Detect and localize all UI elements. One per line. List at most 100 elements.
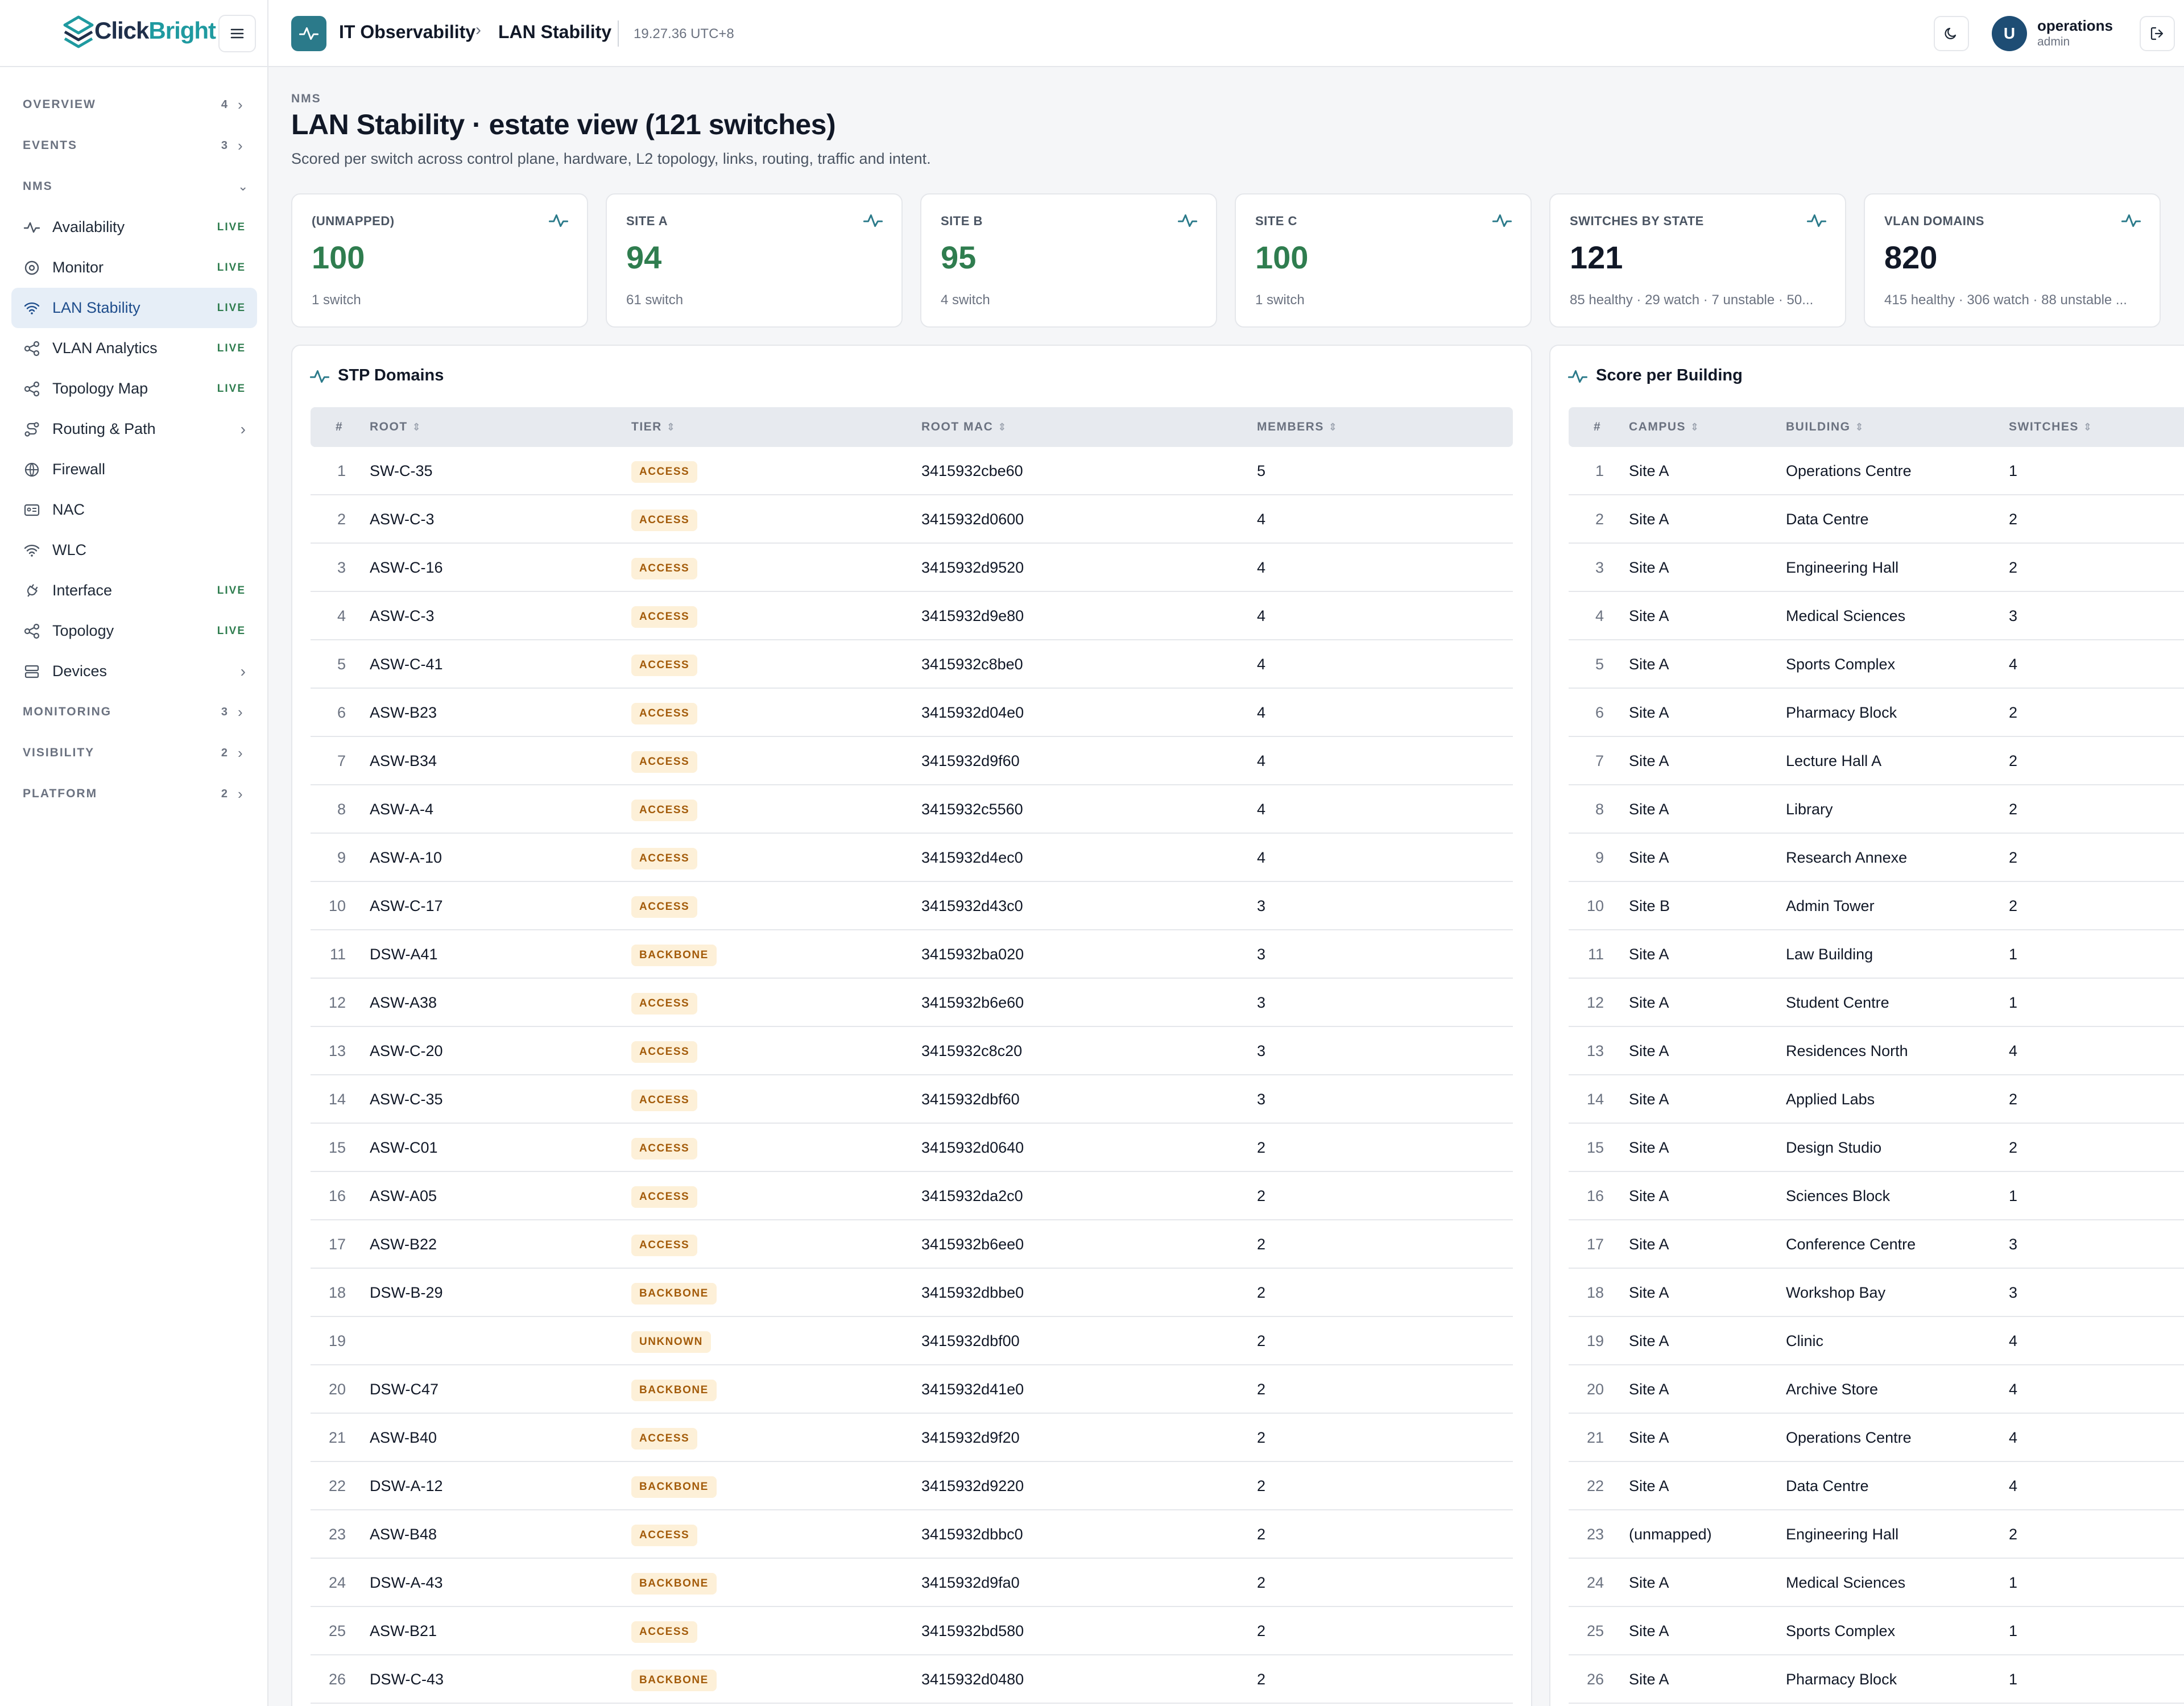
- table-row[interactable]: 11 Site A Law Building 1: [1569, 930, 2184, 979]
- table-row[interactable]: 5 Site A Sports Complex 4: [1569, 640, 2184, 689]
- table-row[interactable]: 16 ASW-A05 ACCESS 3415932da2c0 2: [311, 1172, 1513, 1220]
- table-row[interactable]: 12 ASW-A38 ACCESS 3415932b6e60 3: [311, 979, 1513, 1027]
- table-row[interactable]: 16 Site A Sciences Block 1: [1569, 1172, 2184, 1220]
- table-row[interactable]: 15 ASW-C01 ACCESS 3415932d0640 2: [311, 1124, 1513, 1172]
- row-index: 11: [329, 946, 346, 963]
- table-row[interactable]: 7 Site A Lecture Hall A 2: [1569, 737, 2184, 785]
- sidebar-item-firewall[interactable]: Firewall: [11, 449, 257, 490]
- table-row[interactable]: 1 SW-C-35 ACCESS 3415932cbe60 5: [311, 447, 1513, 495]
- nav-section-visibility[interactable]: VISIBILITY 2 ›: [11, 732, 257, 773]
- table-row[interactable]: 11 DSW-A41 BACKBONE 3415932ba020 3: [311, 930, 1513, 979]
- kpi-card-site-c[interactable]: SITE C 100 1 switch: [1235, 193, 1532, 328]
- theme-toggle-button[interactable]: [1934, 16, 1969, 51]
- table-row[interactable]: 3 ASW-C-16 ACCESS 3415932d9520 4: [311, 544, 1513, 592]
- nav-section-nms[interactable]: NMS ⌄: [11, 166, 257, 207]
- sidebar-item-lan-stability[interactable]: LAN Stability LIVE: [11, 288, 257, 328]
- table-row[interactable]: 5 ASW-C-41 ACCESS 3415932c8be0 4: [311, 640, 1513, 689]
- table-row[interactable]: 26 DSW-C-43 BACKBONE 3415932d0480 2: [311, 1655, 1513, 1704]
- column-header-root[interactable]: ROOT ⇕: [370, 420, 421, 433]
- table-row[interactable]: 2 ASW-C-3 ACCESS 3415932d0600 4: [311, 495, 1513, 544]
- kpi-card-switches-by-state[interactable]: SWITCHES BY STATE 121 85 healthy · 29 wa…: [1549, 193, 1846, 328]
- stp-domains-panel: STP Domains # ROOT ⇕ TIER ⇕ ROOT MAC ⇕ MEMB…: [291, 345, 1532, 1706]
- table-row[interactable]: 15 Site A Design Studio 2: [1569, 1124, 2184, 1172]
- kpi-card-site-b[interactable]: SITE B 95 4 switch: [920, 193, 1217, 328]
- nav-section-platform[interactable]: PLATFORM 2 ›: [11, 773, 257, 814]
- logout-button[interactable]: [2140, 16, 2175, 51]
- hamburger-icon: [230, 28, 244, 39]
- table-row[interactable]: 21 Site A Operations Centre 4: [1569, 1414, 2184, 1462]
- column-header-root-mac[interactable]: ROOT MAC ⇕: [921, 420, 1007, 433]
- table-row[interactable]: 10 ASW-C-17 ACCESS 3415932d43c0 3: [311, 882, 1513, 930]
- sidebar-item-wlc[interactable]: WLC: [11, 530, 257, 570]
- table-row[interactable]: 25 ASW-B21 ACCESS 3415932bd580 2: [311, 1607, 1513, 1655]
- table-row[interactable]: 4 Site A Medical Sciences 3: [1569, 592, 2184, 640]
- table-row[interactable]: 6 Site A Pharmacy Block 2: [1569, 689, 2184, 737]
- table-row[interactable]: 13 ASW-C-20 ACCESS 3415932c8c20 3: [311, 1027, 1513, 1075]
- campus-name: Site A: [1629, 801, 1669, 818]
- root-mac: 3415932d43c0: [921, 897, 1023, 914]
- table-row[interactable]: 9 ASW-A-10 ACCESS 3415932d4ec0 4: [311, 834, 1513, 882]
- table-row[interactable]: 12 Site A Student Centre 1: [1569, 979, 2184, 1027]
- table-row[interactable]: 26 Site A Pharmacy Block 1: [1569, 1655, 2184, 1704]
- table-row[interactable]: 1 Site A Operations Centre 1: [1569, 447, 2184, 495]
- column-header-tier[interactable]: TIER ⇕: [631, 420, 675, 433]
- table-row[interactable]: 17 ASW-B22 ACCESS 3415932b6ee0 2: [311, 1220, 1513, 1269]
- nav-section-count: 3: [221, 139, 228, 152]
- nav-section-overview[interactable]: OVERVIEW 4 ›: [11, 84, 257, 125]
- column-header-members[interactable]: MEMBERS ⇕: [1257, 420, 1337, 433]
- table-row[interactable]: 18 Site A Workshop Bay 3: [1569, 1269, 2184, 1317]
- column-header-building[interactable]: BUILDING ⇕: [1786, 420, 1864, 433]
- kpi-card-unmapped[interactable]: (UNMAPPED) 100 1 switch: [291, 193, 588, 328]
- sidebar-item-availability[interactable]: Availability LIVE: [11, 207, 257, 247]
- table-row[interactable]: 8 ASW-A-4 ACCESS 3415932c5560 4: [311, 785, 1513, 834]
- nav-section-events[interactable]: EVENTS 3 ›: [11, 125, 257, 166]
- table-row[interactable]: 22 DSW-A-12 BACKBONE 3415932d9220 2: [311, 1462, 1513, 1510]
- kpi-label: VLAN DOMAINS: [1884, 214, 1984, 228]
- sidebar-item-routing-path[interactable]: Routing & Path ›: [11, 409, 257, 449]
- table-row[interactable]: 19 Site A Clinic 4: [1569, 1317, 2184, 1365]
- avatar[interactable]: U: [1992, 16, 2027, 51]
- live-badge: LIVE: [217, 382, 246, 395]
- table-row[interactable]: 22 Site A Data Centre 4: [1569, 1462, 2184, 1510]
- table-row[interactable]: 7 ASW-B34 ACCESS 3415932d9f60 4: [311, 737, 1513, 785]
- table-row[interactable]: 19 UNKNOWN 3415932dbf00 2: [311, 1317, 1513, 1365]
- sidebar-item-topology-map[interactable]: Topology Map LIVE: [11, 368, 257, 409]
- table-row[interactable]: 13 Site A Residences North 4: [1569, 1027, 2184, 1075]
- kpi-card-vlan-domains[interactable]: VLAN DOMAINS 820 415 healthy · 306 watch…: [1864, 193, 2161, 328]
- sidebar-item-topology[interactable]: Topology LIVE: [11, 611, 257, 651]
- column-header-campus[interactable]: CAMPUS ⇕: [1629, 420, 1699, 433]
- sidebar-item-interface[interactable]: Interface LIVE: [11, 570, 257, 611]
- table-row[interactable]: 14 Site A Applied Labs 2: [1569, 1075, 2184, 1124]
- sidebar-item-vlan-analytics[interactable]: VLAN Analytics LIVE: [11, 328, 257, 368]
- building-name: Clinic: [1786, 1332, 1824, 1349]
- root-name: ASW-C-41: [370, 656, 443, 673]
- table-row[interactable]: 3 Site A Engineering Hall 2: [1569, 544, 2184, 592]
- sidebar-item-nac[interactable]: NAC: [11, 490, 257, 530]
- table-row[interactable]: 24 Site A Medical Sciences 1: [1569, 1559, 2184, 1607]
- breadcrumb-it-observability[interactable]: IT Observability: [339, 22, 476, 42]
- sidebar-item-devices[interactable]: Devices ›: [11, 651, 257, 691]
- table-row[interactable]: 25 Site A Sports Complex 1: [1569, 1607, 2184, 1655]
- table-row[interactable]: 23 (unmapped) Engineering Hall 2: [1569, 1510, 2184, 1559]
- table-row[interactable]: 20 DSW-C47 BACKBONE 3415932d41e0 2: [311, 1365, 1513, 1414]
- table-row[interactable]: 21 ASW-B40 ACCESS 3415932d9f20 2: [311, 1414, 1513, 1462]
- table-row[interactable]: 24 DSW-A-43 BACKBONE 3415932d9fa0 2: [311, 1559, 1513, 1607]
- table-row[interactable]: 8 Site A Library 2: [1569, 785, 2184, 834]
- menu-toggle-button[interactable]: [218, 15, 256, 52]
- table-row[interactable]: 17 Site A Conference Centre 3: [1569, 1220, 2184, 1269]
- table-row[interactable]: 2 Site A Data Centre 2: [1569, 495, 2184, 544]
- root-name: DSW-A-12: [370, 1477, 443, 1494]
- table-row[interactable]: 9 Site A Research Annexe 2: [1569, 834, 2184, 882]
- table-row[interactable]: 14 ASW-C-35 ACCESS 3415932dbf60 3: [311, 1075, 1513, 1124]
- sidebar-item-monitor[interactable]: Monitor LIVE: [11, 247, 257, 288]
- table-row[interactable]: 18 DSW-B-29 BACKBONE 3415932dbbe0 2: [311, 1269, 1513, 1317]
- kpi-card-site-a[interactable]: SITE A 94 61 switch: [606, 193, 903, 328]
- sidebar-item-label: VLAN Analytics: [52, 339, 158, 357]
- nav-section-monitoring[interactable]: MONITORING 3 ›: [11, 691, 257, 732]
- column-header-switches[interactable]: SWITCHES ⇕: [2009, 420, 2092, 433]
- table-row[interactable]: 10 Site B Admin Tower 2: [1569, 882, 2184, 930]
- table-row[interactable]: 4 ASW-C-3 ACCESS 3415932d9e80 4: [311, 592, 1513, 640]
- table-row[interactable]: 23 ASW-B48 ACCESS 3415932dbbc0 2: [311, 1510, 1513, 1559]
- table-row[interactable]: 20 Site A Archive Store 4: [1569, 1365, 2184, 1414]
- table-row[interactable]: 6 ASW-B23 ACCESS 3415932d04e0 4: [311, 689, 1513, 737]
